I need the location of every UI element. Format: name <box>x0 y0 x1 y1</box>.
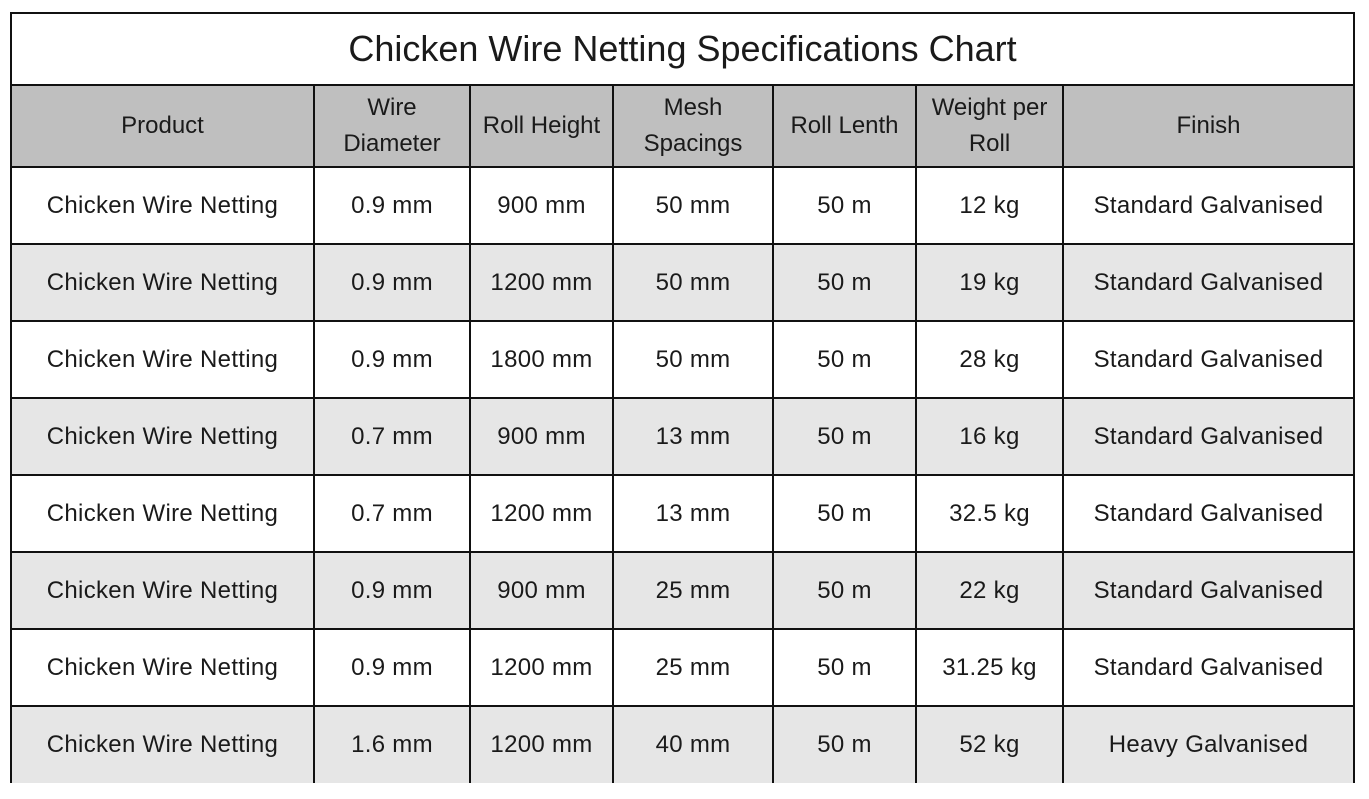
cell-roll-length: 50 m <box>772 551 917 630</box>
cell-product: Chicken Wire Netting <box>12 705 315 783</box>
cell-product: Chicken Wire Netting <box>12 628 315 707</box>
table-row: Chicken Wire Netting 0.9 mm 900 mm 50 mm… <box>12 166 1353 245</box>
header-wire-diameter: Wire Diameter <box>313 86 471 168</box>
cell-weight-per-roll: 28 kg <box>915 320 1064 399</box>
cell-product: Chicken Wire Netting <box>12 551 315 630</box>
chart-title: Chicken Wire Netting Specifications Char… <box>12 14 1353 86</box>
cell-wire-diameter: 0.9 mm <box>313 320 471 399</box>
cell-finish: Standard Galvanised <box>1062 474 1353 553</box>
cell-product: Chicken Wire Netting <box>12 243 315 322</box>
cell-wire-diameter: 0.9 mm <box>313 243 471 322</box>
cell-product: Chicken Wire Netting <box>12 474 315 553</box>
cell-weight-per-roll: 32.5 kg <box>915 474 1064 553</box>
cell-roll-height: 1200 mm <box>469 705 614 783</box>
cell-wire-diameter: 0.7 mm <box>313 397 471 476</box>
table-row: Chicken Wire Netting 1.6 mm 1200 mm 40 m… <box>12 705 1353 783</box>
cell-finish: Standard Galvanised <box>1062 397 1353 476</box>
cell-roll-height: 900 mm <box>469 397 614 476</box>
cell-wire-diameter: 1.6 mm <box>313 705 471 783</box>
cell-wire-diameter: 0.9 mm <box>313 551 471 630</box>
cell-weight-per-roll: 16 kg <box>915 397 1064 476</box>
cell-weight-per-roll: 31.25 kg <box>915 628 1064 707</box>
cell-wire-diameter: 0.9 mm <box>313 628 471 707</box>
cell-roll-height: 900 mm <box>469 166 614 245</box>
header-product: Product <box>12 86 315 168</box>
header-finish: Finish <box>1062 86 1353 168</box>
cell-finish: Standard Galvanised <box>1062 166 1353 245</box>
cell-product: Chicken Wire Netting <box>12 320 315 399</box>
cell-weight-per-roll: 52 kg <box>915 705 1064 783</box>
cell-roll-length: 50 m <box>772 628 917 707</box>
header-mesh-spacings: Mesh Spacings <box>612 86 774 168</box>
header-row: Product Wire Diameter Roll Height Mesh S… <box>12 86 1353 168</box>
cell-finish: Standard Galvanised <box>1062 551 1353 630</box>
cell-mesh-spacings: 50 mm <box>612 243 774 322</box>
table-row: Chicken Wire Netting 0.9 mm 900 mm 25 mm… <box>12 551 1353 630</box>
cell-roll-height: 1200 mm <box>469 243 614 322</box>
cell-mesh-spacings: 13 mm <box>612 397 774 476</box>
table-row: Chicken Wire Netting 0.9 mm 1800 mm 50 m… <box>12 320 1353 399</box>
table-row: Chicken Wire Netting 0.7 mm 900 mm 13 mm… <box>12 397 1353 476</box>
header-roll-length: Roll Lenth <box>772 86 917 168</box>
cell-roll-height: 1800 mm <box>469 320 614 399</box>
spec-chart: Chicken Wire Netting Specifications Char… <box>10 12 1355 783</box>
table-row: Chicken Wire Netting 0.9 mm 1200 mm 25 m… <box>12 628 1353 707</box>
cell-mesh-spacings: 25 mm <box>612 628 774 707</box>
cell-roll-length: 50 m <box>772 243 917 322</box>
cell-product: Chicken Wire Netting <box>12 166 315 245</box>
cell-finish: Standard Galvanised <box>1062 320 1353 399</box>
cell-roll-height: 1200 mm <box>469 628 614 707</box>
cell-roll-height: 900 mm <box>469 551 614 630</box>
cell-mesh-spacings: 40 mm <box>612 705 774 783</box>
cell-finish: Standard Galvanised <box>1062 628 1353 707</box>
spec-table: Product Wire Diameter Roll Height Mesh S… <box>12 86 1353 783</box>
cell-roll-length: 50 m <box>772 397 917 476</box>
cell-roll-length: 50 m <box>772 166 917 245</box>
cell-wire-diameter: 0.7 mm <box>313 474 471 553</box>
cell-finish: Standard Galvanised <box>1062 243 1353 322</box>
header-roll-height: Roll Height <box>469 86 614 168</box>
cell-mesh-spacings: 50 mm <box>612 320 774 399</box>
cell-product: Chicken Wire Netting <box>12 397 315 476</box>
cell-roll-height: 1200 mm <box>469 474 614 553</box>
table-row: Chicken Wire Netting 0.7 mm 1200 mm 13 m… <box>12 474 1353 553</box>
cell-mesh-spacings: 25 mm <box>612 551 774 630</box>
table-row: Chicken Wire Netting 0.9 mm 1200 mm 50 m… <box>12 243 1353 322</box>
cell-mesh-spacings: 13 mm <box>612 474 774 553</box>
cell-mesh-spacings: 50 mm <box>612 166 774 245</box>
cell-roll-length: 50 m <box>772 320 917 399</box>
cell-roll-length: 50 m <box>772 474 917 553</box>
cell-roll-length: 50 m <box>772 705 917 783</box>
cell-wire-diameter: 0.9 mm <box>313 166 471 245</box>
cell-weight-per-roll: 22 kg <box>915 551 1064 630</box>
cell-weight-per-roll: 12 kg <box>915 166 1064 245</box>
header-weight-per-roll: Weight per Roll <box>915 86 1064 168</box>
cell-finish: Heavy Galvanised <box>1062 705 1353 783</box>
cell-weight-per-roll: 19 kg <box>915 243 1064 322</box>
